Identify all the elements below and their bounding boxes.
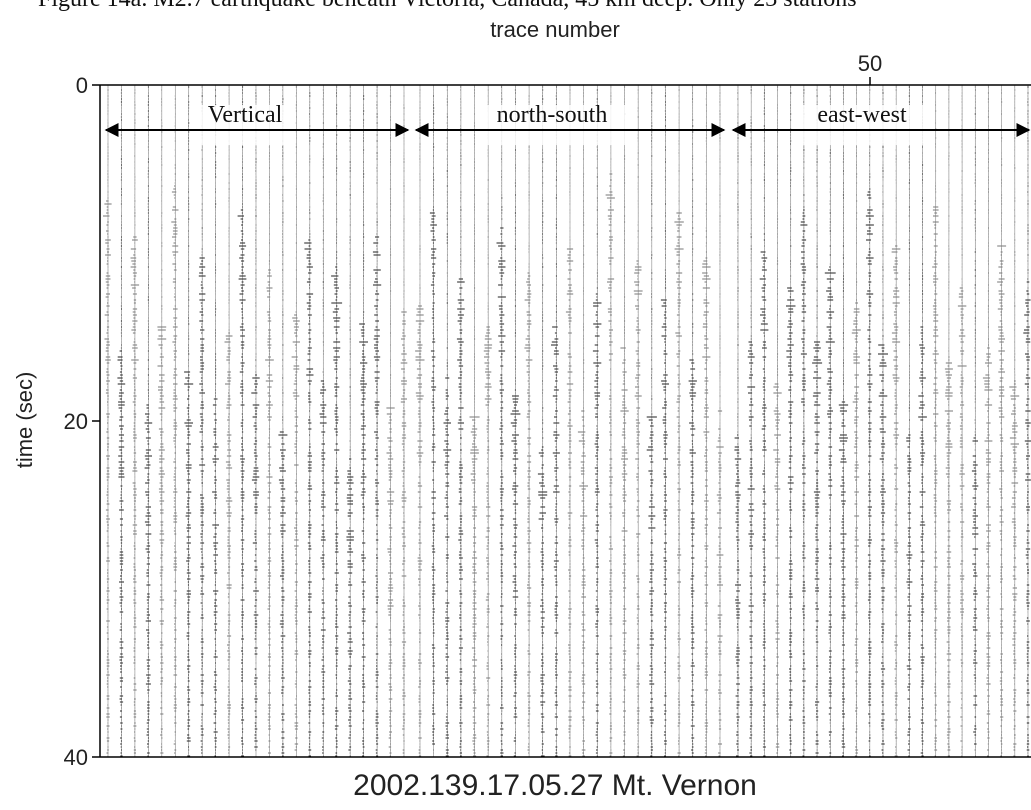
trace [510,86,521,757]
trace [918,86,927,757]
caption: Figure 14a. M2.7 earthquake beneath Vict… [38,0,857,12]
y-tick-label: 40 [64,745,88,770]
trace [496,86,506,757]
trace [865,86,874,757]
trace [251,86,260,751]
trace [851,86,861,757]
trace [331,86,343,757]
trace [483,86,493,757]
x-axis-label: trace number [490,17,620,42]
annotation: north-south [497,102,608,128]
trace [702,86,711,757]
trace [224,86,233,757]
trace [747,86,756,757]
trace [400,86,408,757]
trace [997,86,1007,757]
trace [759,86,769,757]
trace [171,86,179,757]
trace [906,86,913,757]
trace [944,86,953,757]
trace [891,86,901,757]
trace [278,86,288,757]
trace [469,86,480,757]
trace [184,86,194,757]
annotation: Vertical [208,102,283,128]
trace [291,86,300,757]
trace [198,86,206,757]
x-tick-label: 50 [858,51,882,76]
trace [824,86,836,757]
trace [633,86,643,757]
trace [932,89,939,757]
trace [103,86,112,757]
trace [551,86,560,757]
trace [429,86,437,754]
trace [838,86,849,757]
trace [605,86,615,757]
trace [319,86,327,757]
trace [524,86,533,757]
trace [982,86,993,757]
trace [415,86,425,757]
trace [1023,86,1031,757]
trace [716,86,724,757]
y-axis-label: time (sec) [12,372,37,469]
trace [592,86,602,757]
y-tick-label: 0 [76,73,88,98]
trace [537,86,548,757]
traces [103,85,1031,757]
annotation: east-west [817,102,907,128]
trace [443,86,452,757]
y-tick-label: 20 [64,409,88,434]
trace [565,86,574,757]
trace [646,89,657,757]
trace [1009,86,1020,757]
trace [157,86,167,757]
trace [620,86,629,757]
trace [359,86,368,757]
trace [812,86,823,757]
trace [456,86,465,757]
trace [212,89,219,757]
trace [237,86,247,757]
trace [660,86,669,757]
trace [304,86,314,757]
trace [372,86,382,757]
trace [117,86,126,757]
trace [265,86,274,757]
trace [386,86,395,757]
trace [773,86,782,757]
trace [577,86,588,757]
chart-title: 2002.139.17.05.27 Mt. Vernon [353,769,757,802]
trace [144,86,153,757]
